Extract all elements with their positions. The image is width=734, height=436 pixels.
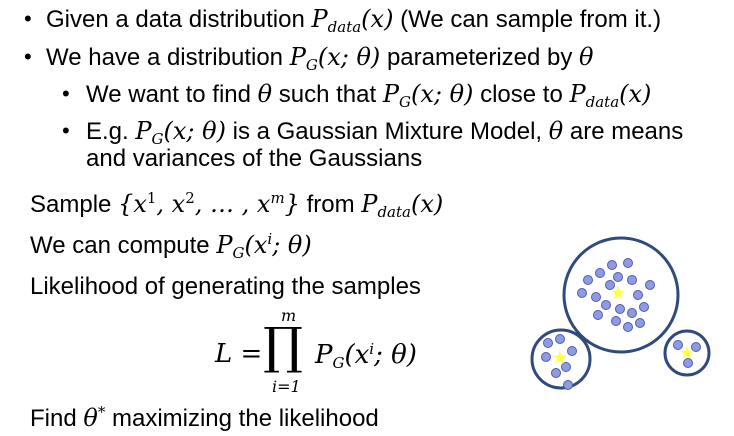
sample-dot (567, 346, 577, 356)
sample-dot (645, 280, 655, 290)
sample-dot (555, 334, 565, 344)
likelihood-line: Likelihood of generating the samples (30, 273, 421, 300)
sub-bullet-1: We want to find θ such that PG(x; θ) clo… (86, 80, 652, 111)
sample-dot (563, 380, 573, 390)
mean-star-icon (611, 286, 625, 299)
sub-bullet-dot: • (62, 81, 70, 106)
formula-lhs: L = (215, 339, 263, 369)
gaussian-mixture-diagram (530, 236, 711, 390)
sample-dot (591, 292, 601, 302)
sample-dot (615, 304, 625, 314)
product-upper: m (281, 306, 297, 325)
bullet-1: Given a data distribution Pdata(x) (We c… (46, 5, 662, 36)
sub-bullet-dot: • (62, 118, 70, 143)
sample-dot (541, 352, 551, 362)
sample-dot (613, 272, 623, 282)
sample-dot (633, 290, 643, 300)
sample-dot (627, 308, 637, 318)
sample-dot (635, 318, 645, 328)
large-cluster-circle (562, 236, 680, 354)
product-symbol: ∏ (263, 317, 303, 375)
formula-rhs: PG(xi; θ) (315, 340, 417, 372)
sample-dot (607, 260, 617, 270)
sub-bullet-2: E.g. PG(x; θ) is a Gaussian Mixture Mode… (86, 117, 684, 148)
sample-dot (577, 288, 587, 298)
sample-dot (623, 258, 633, 268)
sample-dot (673, 340, 683, 350)
compute-line: We can compute PG(xi; θ) (30, 230, 312, 262)
sample-line: Sample {x1, x2, … , xm} from Pdata(x) (30, 189, 444, 221)
sample-dot (605, 280, 615, 290)
mean-star-icon (680, 346, 694, 359)
sample-dot (593, 310, 603, 320)
sample-dots (541, 258, 701, 390)
sample-dot (683, 358, 693, 368)
sample-dot (551, 368, 561, 378)
sample-dot (611, 316, 621, 326)
bullet-dot: • (24, 44, 32, 69)
mean-star-icon (553, 351, 567, 364)
sample-dot (623, 322, 633, 332)
sample-dot (639, 302, 649, 312)
product-lower: i=1 (272, 377, 301, 396)
right-cluster-circle (663, 329, 711, 377)
sample-dot (691, 342, 701, 352)
cluster-means (553, 286, 694, 364)
find-line: Find θ* maximizing the likelihood (30, 403, 379, 432)
left-cluster-circle (530, 328, 592, 390)
sample-dot (595, 268, 605, 278)
sample-dot (601, 300, 611, 310)
sample-dot (561, 362, 571, 372)
sample-dot (583, 275, 593, 285)
bullet-dot: • (24, 6, 32, 31)
sample-dot (543, 338, 553, 348)
sample-dot (627, 275, 637, 285)
bullet-2: We have a distribution PG(x; θ) paramete… (46, 43, 594, 74)
sub-bullet-2-continued: and variances of the Gaussians (86, 145, 423, 172)
